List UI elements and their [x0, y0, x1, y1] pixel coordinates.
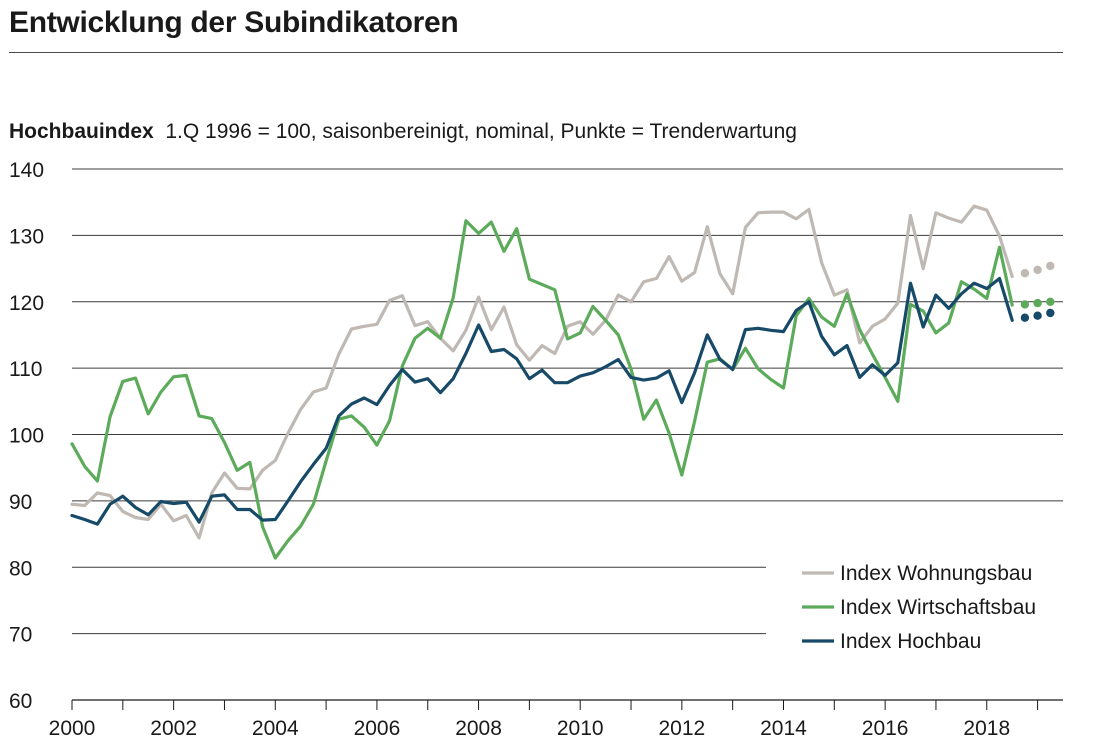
forecast-point — [1033, 265, 1042, 275]
forecast-point — [1020, 269, 1030, 278]
series-line-3 — [70, 276, 1014, 526]
y-tick-label: 130 — [9, 225, 44, 248]
forecast-point — [1046, 308, 1055, 318]
legend-label: Index Wohnungsbau — [840, 562, 1032, 585]
forecast-point — [1020, 300, 1030, 309]
forecast-point — [1033, 298, 1042, 308]
y-tick-label: 140 — [9, 159, 44, 182]
x-tick-label: 2010 — [557, 717, 604, 740]
forecast-point — [1046, 261, 1055, 271]
x-tick-label: 2004 — [252, 717, 299, 740]
title-divider — [9, 52, 1063, 53]
x-tick-label: 2006 — [354, 717, 401, 740]
forecast-point — [1046, 297, 1055, 306]
axes: 60 70 80 90 100 110 120 130 140 2000 2002 2004 2006 2… — [9, 159, 1063, 740]
y-tick-label: 90 — [9, 491, 32, 514]
series-line-2 — [70, 219, 1014, 560]
legend-label: Index Wirtschaftsbau — [840, 596, 1036, 619]
series-lines — [70, 204, 1055, 560]
y-tick-label: 80 — [9, 557, 32, 580]
x-tick-label: 2014 — [760, 717, 807, 740]
x-tick-label: 2016 — [862, 717, 909, 740]
y-tick-label: 70 — [9, 624, 32, 647]
y-tick-label: 120 — [9, 292, 44, 315]
legend: Index Wohnungsbau Index Wirtschaftsbau Ind… — [802, 562, 1036, 653]
legend-label: Index Hochbau — [840, 630, 981, 653]
chart-heading: Hochbauindex 1.Q 1996 = 100, saisonberei… — [9, 120, 797, 144]
chart-heading-bold: Hochbauindex — [9, 120, 154, 143]
chart-heading-subtitle: 1.Q 1996 = 100, saisonbereinigt, nominal… — [165, 120, 797, 143]
y-tick-label: 100 — [9, 425, 44, 448]
x-tick-label: 2000 — [49, 717, 96, 740]
page-title: Entwicklung der Subindikatoren — [9, 6, 459, 39]
x-tick-label: 2002 — [150, 717, 197, 740]
y-tick-label: 60 — [9, 690, 32, 713]
y-tick-label: 110 — [9, 358, 42, 381]
forecast-point — [1020, 313, 1030, 322]
x-tick-label: 2012 — [658, 717, 705, 740]
forecast-point — [1033, 311, 1042, 320]
x-tick-label: 2008 — [455, 717, 502, 740]
series-line-1 — [70, 204, 1014, 540]
x-tick-label: 2018 — [963, 717, 1010, 740]
